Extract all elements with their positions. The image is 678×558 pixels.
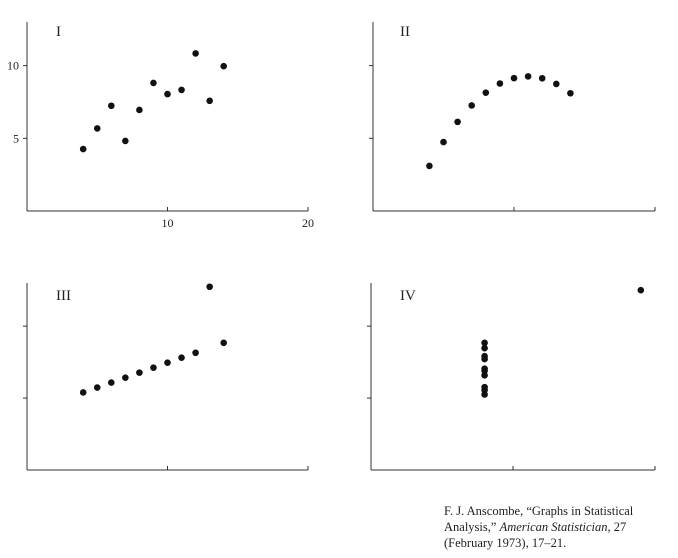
data-point	[93, 125, 101, 132]
panel-title: III	[56, 288, 71, 304]
data-point	[481, 365, 488, 373]
data-point	[178, 354, 185, 361]
data-point	[454, 118, 461, 126]
data-point	[220, 62, 227, 70]
panel-title: II	[400, 24, 410, 40]
chart-panel-2: II	[369, 22, 656, 212]
panel-title: I	[56, 24, 61, 40]
data-point	[481, 344, 488, 352]
y-tick-label: 10	[7, 59, 19, 73]
data-point	[164, 359, 171, 366]
data-point	[150, 79, 157, 87]
data-point	[122, 374, 129, 381]
data-point	[108, 102, 115, 110]
data-point	[206, 283, 213, 291]
data-point	[93, 384, 101, 391]
data-point	[164, 90, 171, 98]
citation-line-2: Analysis,” American Statistician, 27	[444, 519, 674, 535]
data-point	[553, 80, 560, 88]
y-tick-label: 5	[13, 131, 19, 145]
x-tick-label: 20	[302, 216, 314, 230]
data-point	[538, 74, 546, 82]
data-point	[481, 352, 488, 360]
data-point	[150, 364, 157, 372]
data-point	[482, 89, 490, 96]
citation-line-2-suffix: , 27	[607, 520, 627, 534]
data-point	[510, 74, 518, 82]
x-tick-label: 10	[162, 216, 174, 230]
data-point	[108, 379, 115, 386]
data-point	[192, 349, 199, 357]
data-point	[481, 383, 488, 391]
citation-line-3: (February 1973), 17–21.	[444, 536, 567, 550]
data-point	[496, 80, 504, 87]
chart-panel-3: III	[23, 283, 309, 471]
panel-title: IV	[400, 288, 416, 304]
citation: F. J. Anscombe, “Graphs in Statistical A…	[444, 503, 674, 551]
data-point	[206, 97, 213, 105]
chart-panel-1: 10 20 5 10 I	[7, 22, 314, 230]
data-point	[79, 389, 87, 396]
data-point	[136, 106, 143, 114]
data-point	[426, 162, 433, 170]
data-point	[637, 286, 645, 294]
citation-line-2-prefix: Analysis,”	[444, 520, 500, 534]
citation-line-1: F. J. Anscombe, “Graphs in Statistical	[444, 504, 634, 518]
chart-panel-4: IV	[367, 283, 656, 471]
data-point	[178, 86, 185, 94]
data-point	[192, 50, 199, 57]
data-point	[468, 102, 476, 109]
data-point	[567, 89, 574, 97]
data-point	[122, 137, 129, 145]
data-point	[524, 73, 532, 80]
data-point	[220, 339, 227, 347]
data-point	[440, 138, 447, 146]
data-point	[136, 369, 143, 376]
data-point	[481, 339, 488, 347]
citation-journal: American Statistician	[499, 520, 608, 534]
data-point	[79, 145, 87, 153]
